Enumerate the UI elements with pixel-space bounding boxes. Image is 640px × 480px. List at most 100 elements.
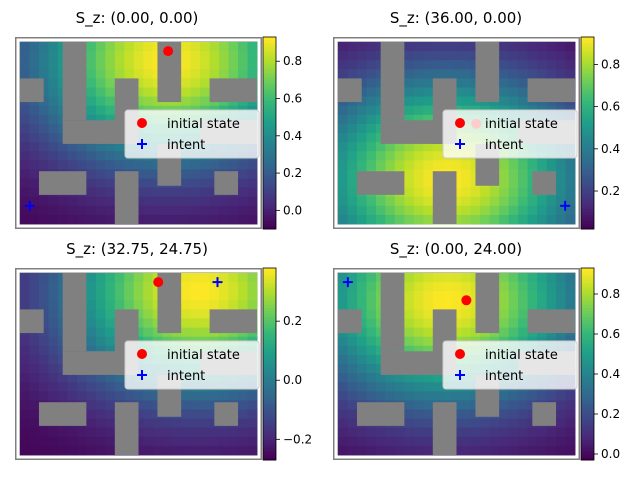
colorbar-segment — [263, 304, 276, 308]
heat-cell — [347, 196, 358, 207]
heat-cell — [527, 160, 538, 170]
heat-cell — [200, 273, 210, 283]
colorbar-segment — [263, 226, 276, 230]
heat-cell — [95, 96, 106, 107]
heat-cell — [394, 391, 405, 401]
colorbar-segment — [263, 214, 276, 218]
heat-cell — [546, 196, 557, 207]
heat-cell — [219, 300, 229, 310]
colorbar-segment — [263, 175, 276, 179]
heat-cell — [48, 60, 59, 70]
heat-cell — [546, 160, 557, 170]
heat-cell — [489, 445, 500, 456]
heat-cell — [356, 309, 367, 319]
maze-wall — [157, 42, 182, 103]
heat-cell — [200, 51, 210, 61]
heat-cell — [143, 69, 154, 79]
colorbar-segment — [263, 190, 276, 194]
heat-cell — [152, 214, 163, 225]
colorbar-frame — [262, 36, 277, 230]
heat-cell — [347, 282, 358, 292]
colorbar-segment — [581, 103, 594, 107]
heat-cell — [105, 409, 116, 419]
heat-cell — [86, 291, 97, 301]
colorbar-segment — [581, 325, 594, 329]
legend-label-intent: intent — [485, 369, 523, 384]
heat-cell — [238, 160, 248, 170]
heat-cell — [86, 87, 97, 97]
heat-cell — [527, 60, 538, 70]
heat-cell — [76, 373, 87, 383]
heat-cell — [20, 364, 30, 374]
heat-cell — [385, 382, 396, 392]
heat-cell — [181, 169, 192, 179]
heat-cell — [86, 318, 97, 328]
heat-cell — [152, 187, 163, 198]
heat-cell — [181, 445, 192, 456]
heat-cell — [48, 354, 59, 365]
heat-cell — [423, 105, 434, 116]
heatmap-panel-3: S_z: (32.75, 24.75) initial state intent −0… — [15, 240, 312, 461]
heat-cell — [461, 409, 472, 419]
heat-cell — [57, 445, 68, 456]
colorbar-segment — [263, 430, 276, 434]
heat-cell — [238, 60, 248, 70]
heat-cell — [451, 445, 462, 456]
heat-cell — [508, 418, 519, 429]
heat-cell — [105, 309, 116, 319]
heat-cell — [338, 364, 348, 374]
heat-cell — [423, 87, 434, 97]
colorbar-segment — [263, 307, 276, 311]
heat-cell — [537, 205, 547, 216]
heat-cell — [347, 336, 358, 347]
heat-cell — [200, 327, 210, 338]
colorbar-segment — [263, 391, 276, 395]
heat-cell — [86, 418, 97, 429]
heat-cell — [20, 291, 30, 301]
heat-cell — [162, 214, 173, 225]
colorbar-segment — [581, 208, 594, 212]
colorbar-segment — [263, 142, 276, 146]
heat-cell — [480, 214, 491, 225]
heat-cell — [423, 318, 434, 328]
heat-cell — [432, 42, 443, 52]
colorbar-segment — [263, 298, 276, 302]
heat-cell — [508, 409, 519, 419]
heat-cell — [413, 400, 424, 410]
heat-cell — [29, 151, 40, 161]
heat-cell — [247, 445, 258, 456]
heat-cell — [86, 178, 97, 188]
heat-cell — [20, 187, 30, 198]
heat-cell — [29, 133, 40, 143]
heat-cell — [508, 391, 519, 401]
colorbar-segment — [263, 415, 276, 419]
heat-cell — [181, 427, 192, 438]
heat-cell — [48, 300, 59, 310]
heat-cell — [461, 96, 472, 107]
heat-cell — [423, 291, 434, 301]
heat-cell — [38, 42, 49, 52]
heat-cell — [432, 391, 443, 401]
colorbar-tick-label: 0.2 — [283, 166, 302, 180]
heat-cell — [508, 69, 519, 79]
colorbar-segment — [263, 106, 276, 110]
heat-cell — [209, 391, 220, 401]
colorbar-segment — [263, 58, 276, 62]
heat-cell — [338, 69, 348, 79]
heat-cell — [385, 445, 396, 456]
heat-cell — [38, 318, 49, 328]
heat-cell — [247, 51, 258, 61]
heat-cell — [219, 445, 229, 456]
heat-cell — [356, 60, 367, 70]
heat-cell — [86, 382, 97, 392]
heat-cell — [394, 214, 405, 225]
maze-wall — [380, 273, 405, 352]
heat-cell — [489, 436, 500, 447]
heat-cell — [143, 400, 154, 410]
heat-cell — [451, 187, 462, 198]
colorbar-segment — [263, 178, 276, 182]
colorbar-segment — [263, 274, 276, 278]
legend-label-intent: intent — [167, 369, 205, 384]
heat-cell — [114, 300, 125, 310]
heat-cell — [518, 178, 528, 188]
